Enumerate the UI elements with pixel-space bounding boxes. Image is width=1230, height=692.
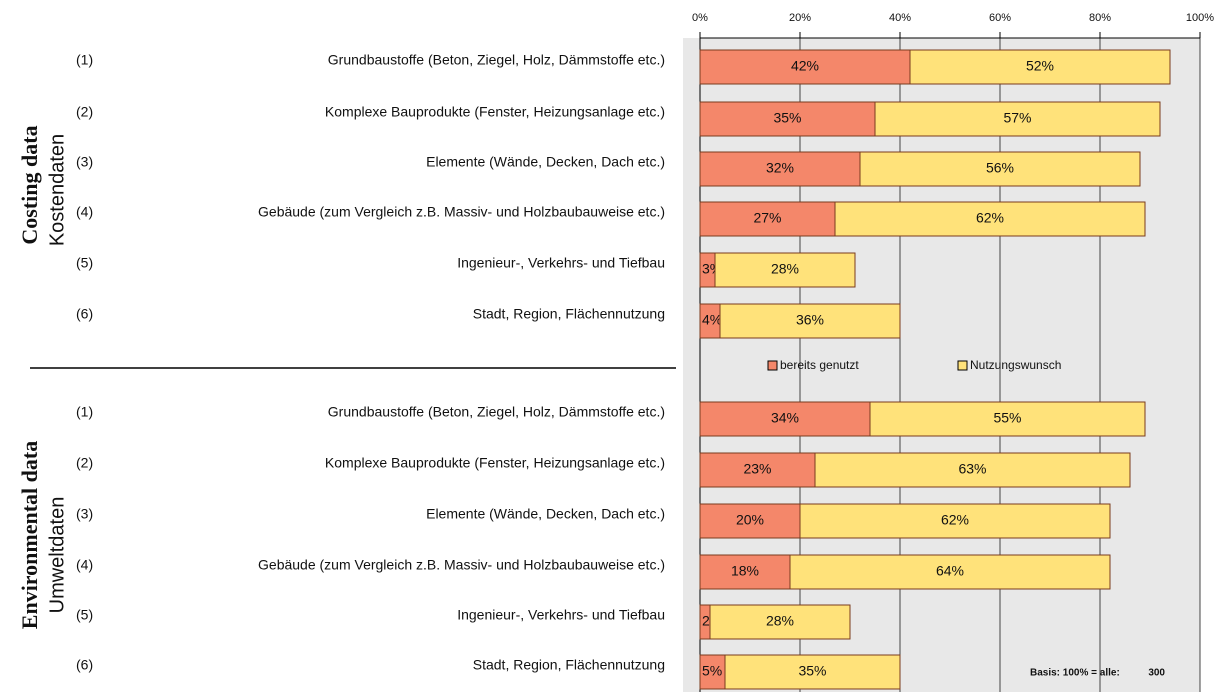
value-label: 5% <box>702 663 722 679</box>
value-label: 4% <box>702 312 722 328</box>
item-number: (1) <box>76 52 93 68</box>
legend-label: bereits genutzt <box>780 358 859 372</box>
bar-segment <box>699 101 876 137</box>
category-label: Grundbaustoffe (Beton, Ziegel, Holz, Däm… <box>328 404 665 420</box>
value-label: 52% <box>1026 58 1054 74</box>
x-tick-label: 40% <box>889 12 911 24</box>
bar-segment <box>909 49 1171 85</box>
category-label: Gebäude (zum Vergleich z.B. Massiv- und … <box>258 204 665 220</box>
x-tick-label: 80% <box>1089 12 1111 24</box>
bar-segment <box>699 654 726 690</box>
category-label: Komplexe Bauprodukte (Fenster, Heizungsa… <box>325 455 665 471</box>
item-number: (6) <box>76 657 93 673</box>
value-label: 57% <box>1003 110 1031 126</box>
category-label: Ingenieur-, Verkehrs- und Tiefbau <box>457 607 665 623</box>
group-subtitle: Kostendaten <box>46 134 68 246</box>
value-label: 34% <box>771 410 799 426</box>
value-label: 28% <box>771 261 799 277</box>
value-label: 35% <box>798 663 826 679</box>
item-number: (3) <box>76 506 93 522</box>
legend-swatch <box>767 360 778 371</box>
bar-segment <box>699 49 911 85</box>
bar-segment <box>714 252 856 288</box>
value-label: 36% <box>796 312 824 328</box>
bar-segment <box>699 452 816 488</box>
x-tick-label: 100% <box>1186 12 1214 24</box>
item-number: (2) <box>76 455 93 471</box>
value-label: 27% <box>753 210 781 226</box>
category-label: Stadt, Region, Flächennutzung <box>473 657 665 673</box>
category-label: Grundbaustoffe (Beton, Ziegel, Holz, Däm… <box>328 52 665 68</box>
item-number: (4) <box>76 557 93 573</box>
bar-segment <box>789 554 1111 590</box>
value-label: 63% <box>958 461 986 477</box>
category-label: Gebäude (zum Vergleich z.B. Massiv- und … <box>258 557 665 573</box>
value-label: 18% <box>731 563 759 579</box>
base-note: Basis: 100% = alle: <box>1030 668 1120 679</box>
x-tick-label: 0% <box>692 12 708 24</box>
bar-segment <box>799 503 1111 539</box>
value-label: 32% <box>766 160 794 176</box>
bar-segment <box>874 101 1161 137</box>
category-label: Komplexe Bauprodukte (Fenster, Heizungsa… <box>325 104 665 120</box>
group-title: Environmental data <box>17 441 42 629</box>
x-tick-label: 60% <box>989 12 1011 24</box>
item-number: (3) <box>76 154 93 170</box>
category-label: Elemente (Wände, Decken, Dach etc.) <box>426 506 665 522</box>
value-label: 62% <box>941 512 969 528</box>
item-number: (1) <box>76 404 93 420</box>
legend-swatch <box>957 360 968 371</box>
value-label: 28% <box>766 613 794 629</box>
category-label: Ingenieur-, Verkehrs- und Tiefbau <box>457 255 665 271</box>
bar-segment <box>859 151 1141 187</box>
value-label: 23% <box>743 461 771 477</box>
value-label: 55% <box>993 410 1021 426</box>
value-label: 20% <box>736 512 764 528</box>
bar-segment <box>719 303 901 339</box>
group-subtitle: Umweltdaten <box>46 497 68 614</box>
item-number: (5) <box>76 255 93 271</box>
bar-segment <box>699 554 791 590</box>
legend-label: Nutzungswunsch <box>970 358 1061 372</box>
base-total: 300 <box>1148 668 1165 679</box>
category-label: Stadt, Region, Flächennutzung <box>473 306 665 322</box>
bar-segment <box>834 201 1146 237</box>
value-label: 56% <box>986 160 1014 176</box>
item-number: (2) <box>76 104 93 120</box>
value-label: 64% <box>936 563 964 579</box>
item-number: (6) <box>76 306 93 322</box>
category-label: Elemente (Wände, Decken, Dach etc.) <box>426 154 665 170</box>
item-number: (4) <box>76 204 93 220</box>
bar-segment <box>814 452 1131 488</box>
item-number: (5) <box>76 607 93 623</box>
value-label: 35% <box>773 110 801 126</box>
value-label: 62% <box>976 210 1004 226</box>
bar-segment <box>699 401 871 437</box>
bar-segment <box>869 401 1146 437</box>
bar-segment <box>709 604 851 640</box>
value-label: 42% <box>791 58 819 74</box>
bar-segment <box>724 654 901 690</box>
x-tick-label: 20% <box>789 12 811 24</box>
bar-segment <box>699 201 836 237</box>
group-title: Costing data <box>17 125 42 244</box>
